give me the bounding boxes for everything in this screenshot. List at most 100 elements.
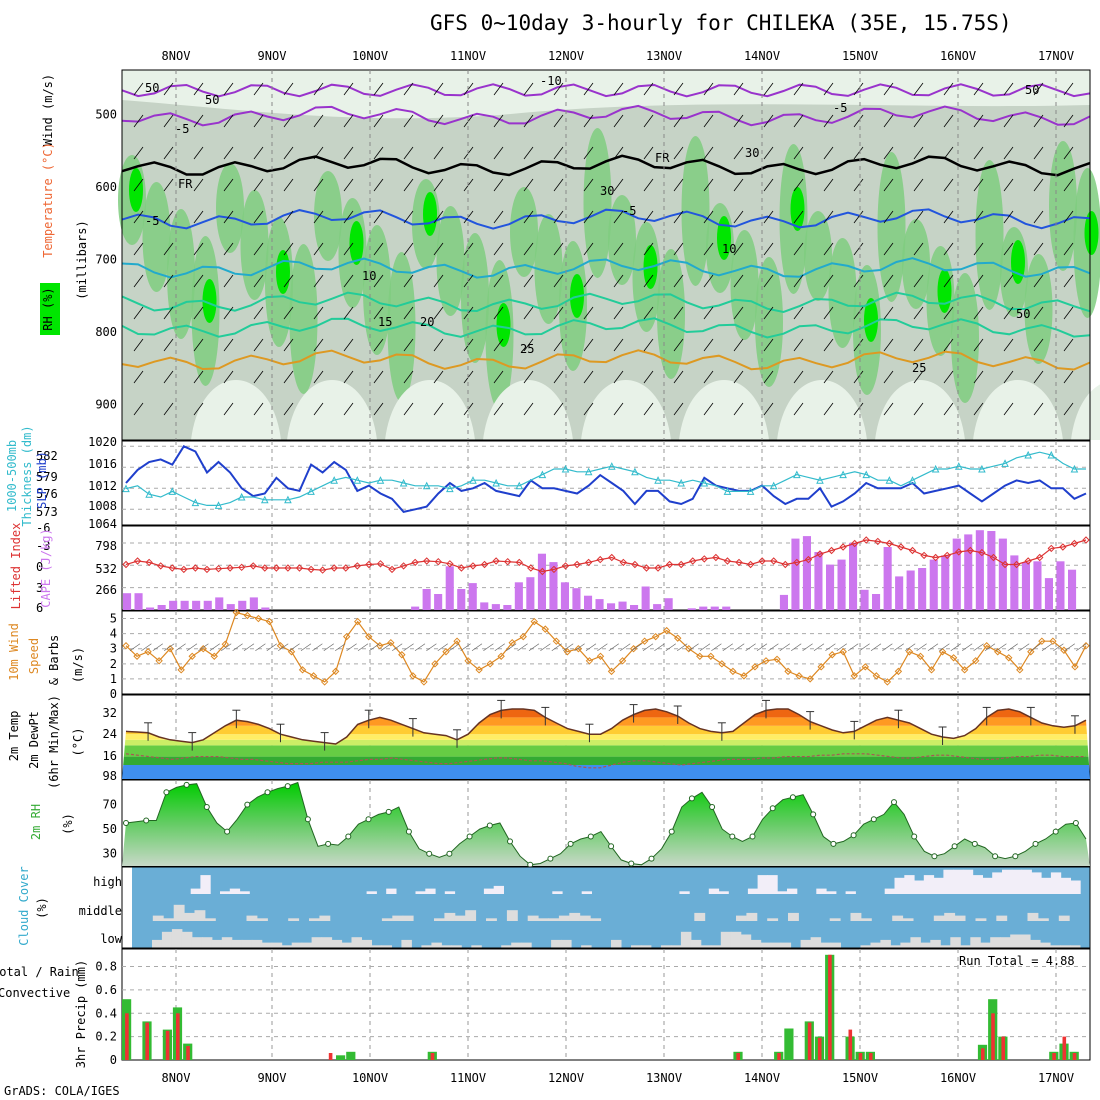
wind-barb xyxy=(763,274,774,288)
rh-dry-mound xyxy=(973,380,1063,440)
wind-barb xyxy=(133,370,144,384)
cloud-cell xyxy=(181,931,193,948)
wind-speed-marker xyxy=(971,657,980,665)
wind-speed-marker xyxy=(265,617,274,626)
date-label-top: 13NOV xyxy=(646,49,682,63)
cape-bar xyxy=(422,589,431,610)
cloud-cell xyxy=(720,931,732,948)
wind-barb-10m xyxy=(129,643,141,652)
wind-speed-marker xyxy=(519,632,527,641)
rh-marker xyxy=(971,840,978,847)
wind-speed-marker xyxy=(188,652,196,660)
date-label-top: 16NOV xyxy=(940,49,976,63)
cloud-cell xyxy=(975,918,987,921)
wind-barb xyxy=(1063,370,1074,384)
cloud-cell xyxy=(454,915,466,921)
rh-marker xyxy=(1052,828,1059,835)
wind-barb xyxy=(1033,402,1044,416)
temp-axis-label-2: 2m DewPt xyxy=(27,711,41,769)
cloud-cell xyxy=(780,942,792,948)
thickness-marker xyxy=(584,467,593,476)
rh-marker xyxy=(1032,840,1039,847)
slp-line xyxy=(125,445,1087,514)
cloud-cell xyxy=(894,877,905,894)
wind-barb xyxy=(253,114,264,128)
wind-barb xyxy=(373,338,384,352)
wind-barb xyxy=(253,370,264,384)
cloud-cell xyxy=(1060,877,1071,894)
wind-barb xyxy=(703,210,714,224)
wind-barb-10m xyxy=(1018,643,1030,652)
wind-barb xyxy=(703,146,714,160)
wind-barb-10m xyxy=(391,643,403,652)
isotherm-line xyxy=(121,208,1091,230)
wind-barb xyxy=(613,146,624,160)
cloud-cell xyxy=(960,945,971,948)
precip-convective-bar xyxy=(777,1053,781,1060)
thickness-marker xyxy=(677,478,685,487)
wind-panel-frame xyxy=(121,610,1091,695)
precip-axis-label: 3hr Precip (mm) xyxy=(74,960,88,1068)
lifted-index-marker xyxy=(237,563,246,572)
rh-marker xyxy=(992,853,999,860)
wind-barb xyxy=(853,210,864,224)
wind-barb xyxy=(1033,114,1044,128)
date-label-top: 14NOV xyxy=(744,49,780,63)
wind-speed-marker xyxy=(795,672,803,680)
rh-moist-cell xyxy=(436,206,465,316)
contour-label: FR xyxy=(655,151,670,165)
wind-barb-10m xyxy=(494,643,506,652)
cloud-cell xyxy=(291,942,303,948)
wind-barb xyxy=(373,306,384,320)
lifted-index-marker xyxy=(180,565,188,574)
cloud-cell xyxy=(920,942,931,948)
lifted-index-marker xyxy=(665,560,674,569)
wind-barb xyxy=(313,210,324,224)
rh-marker xyxy=(426,850,433,857)
cloud-cell xyxy=(980,942,991,948)
temp-tick-label: 24 xyxy=(103,727,117,741)
wind-speed-marker xyxy=(1071,663,1079,671)
wind-barb-10m xyxy=(1064,643,1076,652)
wind-barb-10m xyxy=(836,643,848,652)
wind-barb xyxy=(733,274,744,288)
wind-barb xyxy=(973,82,984,96)
wind-barb xyxy=(763,370,774,384)
cape-bar xyxy=(1068,569,1077,610)
wind-barb xyxy=(313,242,324,256)
wind-barb xyxy=(343,146,354,160)
wind-barb xyxy=(1003,114,1014,128)
cloud-unit-label: (%) xyxy=(35,897,49,919)
rh-marker xyxy=(830,840,837,847)
cloud-cell xyxy=(820,942,832,948)
cape-bar xyxy=(157,605,166,610)
precip-convective-bar xyxy=(176,1013,180,1060)
wind-speed-marker xyxy=(530,617,538,626)
cape-bar xyxy=(975,530,984,610)
thickness-marker xyxy=(122,484,130,493)
cape-lifted-panel-frame xyxy=(121,525,1091,611)
cape-bar xyxy=(491,604,500,610)
wind-barb xyxy=(1033,370,1044,384)
cape-lifted-panel: -6 -3 0 3 6 798 532 266 xyxy=(36,521,1091,615)
cloud-cell xyxy=(552,891,563,894)
cloud-cell xyxy=(381,918,393,921)
cloud-cell xyxy=(1027,912,1039,921)
cloud-cell xyxy=(830,942,841,948)
wind-barb xyxy=(1003,82,1014,96)
rh-marker xyxy=(648,855,655,862)
wind-speed-marker xyxy=(210,652,218,660)
lifted-tick-label: -6 xyxy=(36,521,50,535)
cloud-cell xyxy=(200,875,211,894)
thickness-marker xyxy=(307,487,315,495)
cloud-cell xyxy=(321,937,333,948)
rh-marker xyxy=(891,799,897,806)
thickness-marker xyxy=(191,498,200,507)
cloud-cell xyxy=(451,945,462,948)
rh-marker xyxy=(224,828,231,835)
wind-barb xyxy=(703,370,714,384)
rh-marker xyxy=(587,833,594,840)
wind-barb xyxy=(793,306,804,320)
cloud-cell xyxy=(431,942,442,948)
